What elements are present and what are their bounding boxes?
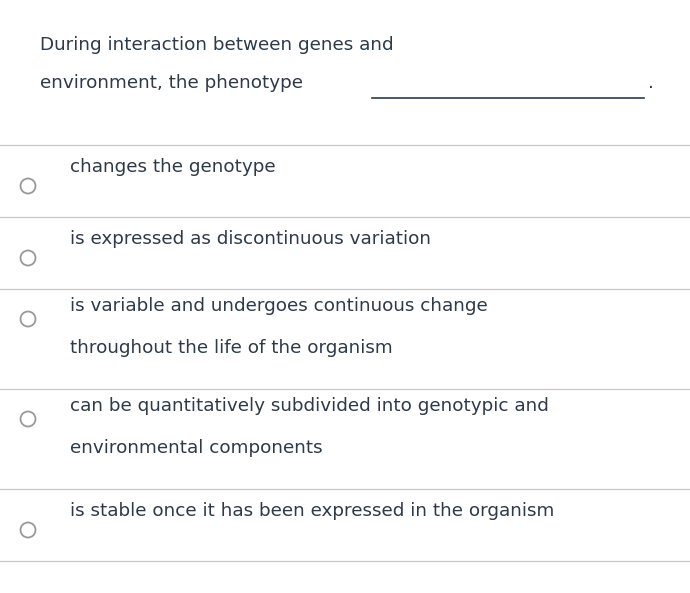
Text: throughout the life of the organism: throughout the life of the organism [70, 339, 393, 357]
Text: environmental components: environmental components [70, 439, 323, 457]
Text: is stable once it has been expressed in the organism: is stable once it has been expressed in … [70, 502, 554, 520]
Text: .: . [648, 74, 654, 92]
Text: environment, the phenotype: environment, the phenotype [40, 74, 303, 92]
Text: can be quantitatively subdivided into genotypic and: can be quantitatively subdivided into ge… [70, 397, 549, 415]
Text: is expressed as discontinuous variation: is expressed as discontinuous variation [70, 230, 431, 248]
Text: During interaction between genes and: During interaction between genes and [40, 36, 393, 54]
Text: is variable and undergoes continuous change: is variable and undergoes continuous cha… [70, 297, 488, 315]
Text: changes the genotype: changes the genotype [70, 158, 275, 176]
